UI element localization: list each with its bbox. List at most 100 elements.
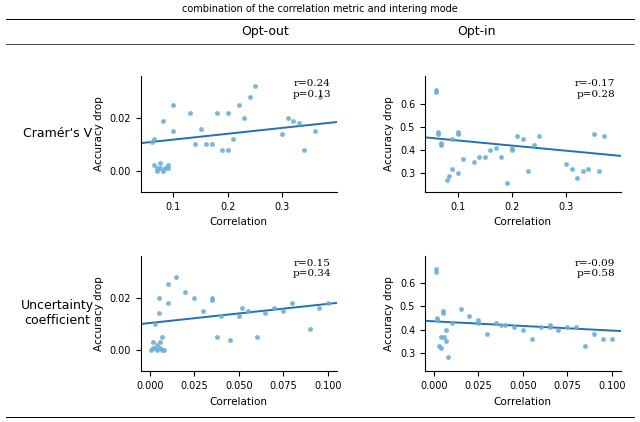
Point bbox=[152, 165, 163, 171]
Point bbox=[198, 308, 208, 314]
Point bbox=[212, 334, 223, 341]
Point bbox=[441, 326, 451, 333]
Point bbox=[534, 133, 544, 140]
Point bbox=[228, 136, 239, 143]
Point bbox=[294, 120, 304, 127]
Point bbox=[571, 324, 581, 331]
Point bbox=[156, 344, 166, 351]
Point bbox=[507, 144, 517, 151]
Point bbox=[157, 117, 168, 124]
Point bbox=[589, 331, 599, 338]
Point bbox=[316, 94, 326, 100]
Point bbox=[431, 87, 441, 93]
Text: Cramér's V: Cramér's V bbox=[23, 127, 92, 141]
Point bbox=[439, 333, 449, 340]
Point bbox=[157, 334, 167, 341]
Point bbox=[577, 168, 588, 174]
Point bbox=[588, 130, 598, 137]
Point bbox=[149, 136, 159, 143]
X-axis label: Correlation: Correlation bbox=[210, 217, 268, 227]
Point bbox=[452, 130, 463, 137]
Text: r=-0.09
p=0.58: r=-0.09 p=0.58 bbox=[575, 259, 615, 279]
Point bbox=[287, 300, 298, 306]
Point bbox=[479, 154, 490, 160]
Point bbox=[607, 335, 617, 342]
Point bbox=[434, 343, 444, 349]
Point bbox=[154, 310, 164, 317]
Point bbox=[152, 342, 162, 349]
Point bbox=[436, 333, 446, 340]
Point bbox=[456, 306, 466, 312]
Point bbox=[431, 266, 441, 273]
Y-axis label: Accuracy drop: Accuracy drop bbox=[94, 97, 104, 171]
Point bbox=[583, 165, 593, 172]
Point bbox=[148, 339, 158, 346]
Point bbox=[473, 319, 483, 326]
Point bbox=[442, 177, 452, 184]
Point bbox=[447, 165, 457, 172]
Point bbox=[431, 268, 441, 275]
Point bbox=[155, 165, 165, 171]
Point bbox=[207, 294, 217, 301]
Point bbox=[207, 141, 217, 148]
Point bbox=[594, 168, 604, 174]
Point bbox=[485, 147, 495, 154]
Text: r=0.24
p=0.13: r=0.24 p=0.13 bbox=[292, 79, 331, 99]
Y-axis label: Accuracy drop: Accuracy drop bbox=[384, 276, 394, 351]
Point bbox=[572, 175, 582, 181]
Point bbox=[260, 310, 271, 317]
Point bbox=[501, 179, 511, 186]
Point bbox=[163, 300, 173, 306]
Point bbox=[433, 130, 444, 137]
Point bbox=[283, 115, 293, 122]
Point bbox=[160, 165, 170, 171]
Point bbox=[250, 83, 260, 90]
Point bbox=[433, 128, 444, 135]
Point bbox=[216, 313, 226, 319]
Point bbox=[554, 326, 564, 333]
Point bbox=[252, 334, 262, 341]
Point bbox=[323, 300, 333, 306]
Point bbox=[299, 146, 309, 153]
Point bbox=[163, 165, 173, 171]
Point bbox=[149, 162, 159, 169]
Point bbox=[563, 324, 573, 331]
Point bbox=[432, 315, 442, 322]
Point bbox=[269, 305, 280, 311]
Point bbox=[207, 297, 217, 304]
Point bbox=[468, 158, 479, 165]
Point bbox=[432, 317, 442, 324]
Point bbox=[243, 308, 253, 314]
Point bbox=[152, 347, 162, 354]
Point bbox=[443, 354, 453, 361]
Point bbox=[509, 324, 519, 331]
Point bbox=[436, 140, 446, 146]
Point bbox=[225, 336, 235, 343]
Point bbox=[518, 326, 528, 333]
Point bbox=[159, 347, 169, 354]
Point bbox=[599, 133, 609, 140]
Text: Opt-out: Opt-out bbox=[242, 25, 289, 38]
Point bbox=[157, 347, 167, 354]
Point bbox=[580, 343, 590, 349]
Point bbox=[152, 168, 163, 174]
Y-axis label: Accuracy drop: Accuracy drop bbox=[384, 97, 394, 171]
Point bbox=[172, 273, 182, 280]
Point bbox=[156, 339, 166, 346]
Point bbox=[512, 133, 522, 140]
Point bbox=[561, 161, 572, 168]
Point bbox=[431, 89, 441, 95]
Point bbox=[491, 319, 501, 326]
Point bbox=[168, 102, 179, 108]
Point bbox=[244, 94, 255, 100]
Point bbox=[218, 146, 228, 153]
Point bbox=[163, 162, 173, 169]
Point bbox=[278, 308, 289, 314]
Point bbox=[452, 128, 463, 135]
Point bbox=[239, 115, 250, 122]
Point bbox=[500, 322, 510, 328]
Point bbox=[545, 324, 555, 331]
Point bbox=[441, 338, 451, 345]
Point bbox=[598, 335, 608, 342]
Text: Opt-in: Opt-in bbox=[458, 25, 496, 38]
